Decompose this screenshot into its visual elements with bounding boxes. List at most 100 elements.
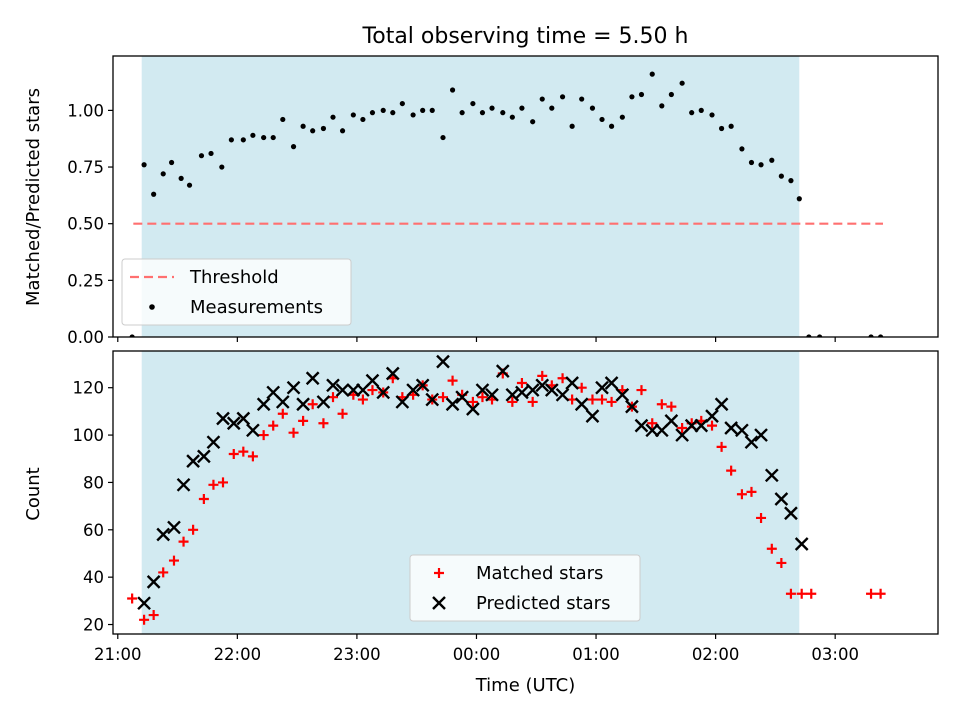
predicted-stars-point: [615, 387, 630, 402]
predicted-stars-point: [595, 380, 609, 395]
measurements-point: [589, 105, 596, 111]
measurements-point: [178, 175, 184, 181]
predicted-stars-point: [764, 468, 779, 483]
matched-stars-point: [776, 557, 787, 568]
measurements-point: [796, 196, 802, 202]
measurements-point: [549, 105, 555, 111]
measurements-point: [261, 134, 267, 141]
measurements-point: [479, 110, 486, 116]
predicted-stars-point: [167, 520, 181, 535]
measurements-point: [390, 110, 396, 116]
measurements-point: [599, 116, 605, 123]
predicted-stars-point: [415, 378, 430, 393]
matched-stars-point: [785, 588, 796, 599]
measurements-point: [270, 134, 276, 141]
matched-stars-point: [139, 614, 150, 625]
measurements-point: [489, 105, 495, 111]
measurements-point: [539, 96, 545, 102]
x-tick-label: 02:00: [692, 645, 740, 664]
legend: Matched stars Predicted stars: [409, 554, 641, 622]
matched-stars-point: [796, 588, 807, 599]
measurements-point: [629, 94, 635, 100]
measurements-point: [728, 123, 734, 129]
matched-stars-point: [656, 399, 667, 410]
measurements-point: [369, 110, 376, 116]
measurements-point: [380, 107, 386, 113]
measurements-point: [350, 112, 356, 118]
matched-stars-point: [736, 489, 747, 500]
legend-matched-label: Matched stars: [476, 563, 603, 584]
predicted-stars-point: [326, 378, 340, 393]
measurements-point: [300, 123, 306, 129]
matched-stars-point: [307, 399, 318, 410]
predicted-stars-point: [694, 418, 709, 433]
measurements-point: [659, 103, 665, 109]
matched-stars-point: [288, 427, 299, 438]
x-axis-label: Time (UTC): [475, 675, 576, 696]
matched-stars-point: [357, 394, 368, 405]
predicted-stars-point: [296, 397, 310, 412]
plot-frame: [112, 350, 939, 635]
measurements-point: [141, 162, 147, 168]
matched-stars-point: [875, 588, 886, 599]
y-tick-label: 20: [83, 616, 104, 635]
measurements-point: [168, 159, 175, 166]
matched-stars-point: [597, 394, 608, 405]
measurements-point: [638, 91, 645, 98]
measurements-point: [709, 112, 715, 118]
measurements-point: [151, 191, 157, 197]
measurements-point: [509, 114, 515, 120]
matched-stars-point: [666, 401, 677, 412]
y-tick-label: 100: [73, 426, 105, 445]
measurements-point: [198, 153, 205, 159]
predicted-stars-point: [395, 395, 410, 409]
matched-stars-point: [178, 536, 189, 547]
measurements-point: [310, 128, 316, 134]
legend-box: [409, 554, 641, 622]
measurements-point: [320, 125, 327, 132]
measurements-point: [360, 116, 366, 123]
legend-measurements-swatch: [149, 304, 155, 310]
predicted-stars-point: [555, 387, 570, 402]
matched-stars-point: [198, 494, 209, 505]
predicted-stars-point: [236, 411, 251, 426]
predicted-stars-point: [604, 376, 619, 390]
matched-stars-point: [726, 465, 737, 476]
chart-title: Total observing time = 5.50 h: [362, 24, 689, 49]
measurements-point: [160, 171, 166, 177]
predicted-stars-point: [754, 428, 768, 442]
predicted-stars-point: [525, 383, 540, 397]
predicted-stars-point: [216, 411, 230, 426]
measurements-point: [500, 110, 506, 116]
measurements-point: [608, 123, 615, 129]
y-tick-label: 1.00: [67, 101, 104, 120]
y-axis-label-top: Matched/Predicted stars: [23, 88, 44, 306]
predicted-stars-point: [376, 385, 391, 400]
measurements-point: [698, 107, 704, 113]
measurements-point: [208, 150, 214, 157]
matched-stars-point: [477, 392, 488, 403]
matched-stars-point: [127, 593, 138, 604]
predicted-stars-point: [485, 387, 499, 402]
predicted-stars-point: [146, 575, 161, 589]
x-tick-label: 22:00: [214, 645, 262, 664]
matched-stars-point: [277, 408, 288, 419]
predicted-stars-point: [724, 421, 739, 435]
predicted-stars-point: [256, 397, 271, 412]
measurements-point: [559, 94, 566, 100]
x-tick-label: 01:00: [572, 645, 620, 664]
matched-stars-point: [337, 408, 348, 419]
bottom-panel: 20 40 60 80 100 120 21:00 22:00 23:00 00:00 01:00 0…: [73, 350, 939, 664]
matched-stars-point: [587, 394, 598, 405]
matched-stars-point: [636, 385, 647, 396]
matched-stars-point: [367, 385, 378, 396]
y-tick-label: 0.75: [67, 158, 104, 177]
y-tick-label: 0.00: [67, 328, 104, 347]
x-tick-label: 21:00: [94, 645, 142, 664]
measurements-point: [668, 91, 674, 98]
legend-box: [121, 258, 352, 326]
predicted-stars-point: [515, 385, 529, 400]
legend: Threshold Measurements: [121, 258, 352, 326]
legend-predicted-swatch: [432, 596, 446, 610]
